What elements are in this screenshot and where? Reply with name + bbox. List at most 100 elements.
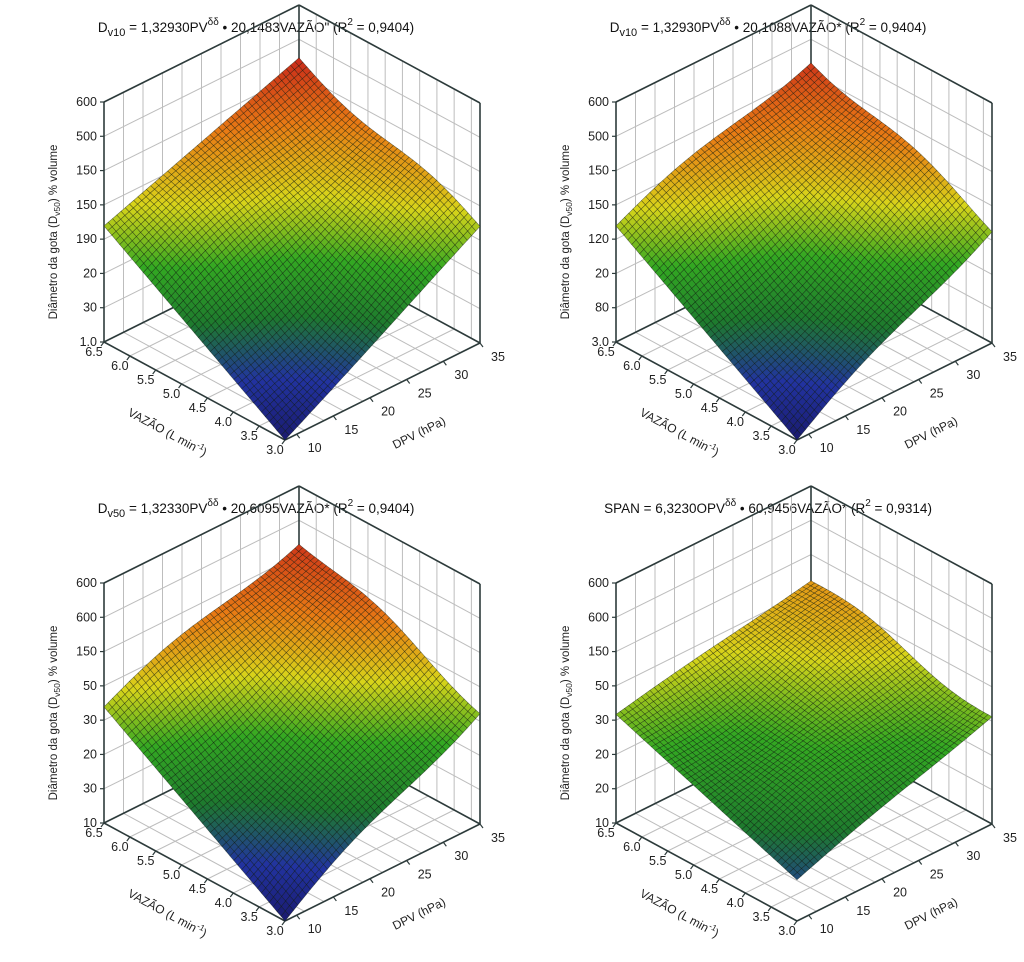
z-axis-title-text: Diâmetro da gota (D [560,216,572,320]
z-tick-label: 120 [588,232,609,246]
title-eq-c: = 0,9404) [352,20,415,35]
y-tick-mark [881,397,886,403]
z-tick-label: 150 [588,198,609,212]
z-axis-title-subscript: v50 [564,202,574,216]
y-tick-mark [479,823,484,829]
x-tick-mark [793,439,798,445]
x-tick-label: 3.0 [778,443,795,457]
gridline-left-wall-horizontal [615,73,812,172]
surface-plot-dv50: Dv50 = 1,32330PVδδ • 20,6095VAZÃO* (R2 =… [0,481,512,962]
y-tick-mark [991,342,996,348]
y-tick-label: 35 [1003,350,1017,364]
x-tick-label: 5.0 [675,387,692,401]
x-tick-label: 4.5 [701,401,718,415]
x-tick-mark [203,878,208,884]
z-tick-label: 150 [76,164,97,178]
gridline-back-wall-horizontal [810,73,993,173]
title-eq-c: = 0,9404) [353,501,415,516]
box-edge [796,342,993,441]
x-tick-mark [281,439,286,445]
x-axis-title-superscript: -1 [707,440,719,453]
title-prefix: D [97,20,108,35]
title-eq-c: = 0,9404) [865,20,927,35]
y-tick-mark [918,379,923,384]
x-tick-label: 5.5 [137,373,154,387]
y-tick-mark [296,914,301,920]
z-axis-title: Diâmetro da gota (Dv50) % volume [560,145,574,320]
gridline-left-wall-horizontal [103,519,300,618]
surface [103,543,481,922]
z-tick-label: 20 [595,266,609,280]
x-tick-label: 6.0 [623,359,640,373]
gridline-back-wall-horizontal [298,519,481,619]
x-tick-mark [152,850,157,856]
x-tick-label: 5.0 [163,387,180,401]
surface-plot-dv10-a: Dv10 = 1,32930PVδδ • 20,1483VAZÃO" (R2 =… [0,0,512,481]
x-tick-label: 6.5 [597,345,614,359]
y-tick-mark [442,360,447,366]
box-edge [615,4,812,103]
gridline-back-wall-horizontal [810,38,993,138]
y-tick-mark [406,379,411,384]
title-exponent: δδ [207,498,219,509]
z-tick-label: 150 [76,198,97,212]
x-tick-mark [767,425,772,431]
z-axis-title: Diâmetro da gota (Dv50) % volume [48,145,62,320]
x-tick-mark [203,397,208,403]
y-tick-label: 15 [344,423,358,437]
z-tick-label: 190 [76,232,97,246]
x-tick-mark [100,341,105,347]
z-tick-label: 600 [76,95,97,109]
x-tick-mark [126,355,131,361]
box-edge [298,4,481,104]
x-axis-title-end: ) [199,445,209,459]
z-tick-label: 20 [83,266,97,280]
gridline-back-wall-horizontal [298,73,481,173]
x-tick-mark [126,836,131,842]
x-tick-label: 4.5 [189,401,206,415]
surface-plot-dv10-b: Dv10 = 1,32930PVδδ • 20,1088VAZÃO* (R2 =… [512,0,1024,481]
x-tick-label: 3.5 [240,429,257,443]
x-axis-title-superscript: -1 [195,440,207,453]
y-tick-mark [954,360,959,366]
y-tick-label: 10 [820,441,834,455]
title-exponent: δδ [207,17,219,28]
plot-canvas: 1.030201901501505006006.56.05.55.04.54.0… [48,4,505,459]
x-tick-label: 5.5 [649,373,666,387]
y-tick-label: 30 [966,368,980,382]
z-axis-title-text: Diâmetro da gota (D [48,216,60,320]
y-tick-mark [369,878,374,884]
gridline-left-wall-horizontal [103,38,300,137]
x-axis-title-end: ) [711,445,721,459]
surface [615,62,993,441]
x-tick-mark [741,411,746,417]
y-tick-label: 20 [893,405,907,419]
y-tick-label: 20 [381,405,395,419]
title-prefix: D [609,20,620,35]
y-tick-mark [296,433,301,439]
z-axis-title-subscript: v50 [52,202,62,216]
y-tick-mark [332,415,337,421]
y-tick-label: 30 [454,368,468,382]
y-tick-label: 25 [930,386,944,400]
y-tick-label: 10 [308,441,322,455]
x-tick-mark [152,369,157,375]
y-tick-label: 35 [491,350,505,364]
box-edge [103,4,300,103]
gridline-back-wall-horizontal [298,38,481,138]
z-tick-label: 150 [588,164,609,178]
title-subscript: v50 [107,508,126,520]
y-tick-mark [844,415,849,421]
title-prefix: D [97,501,108,516]
x-tick-mark [229,892,234,898]
y-tick-label: 25 [418,386,432,400]
x-tick-mark [612,341,617,347]
surface-cell [792,429,802,441]
box-edge [615,341,798,441]
z-tick-label: 600 [588,95,609,109]
y-tick-mark [406,860,411,865]
title-eq-a: = 1,32930PV [637,20,720,35]
x-tick-label: 6.5 [85,345,102,359]
y-tick-mark [369,397,374,403]
z-tick-label: 1.0 [80,335,97,349]
